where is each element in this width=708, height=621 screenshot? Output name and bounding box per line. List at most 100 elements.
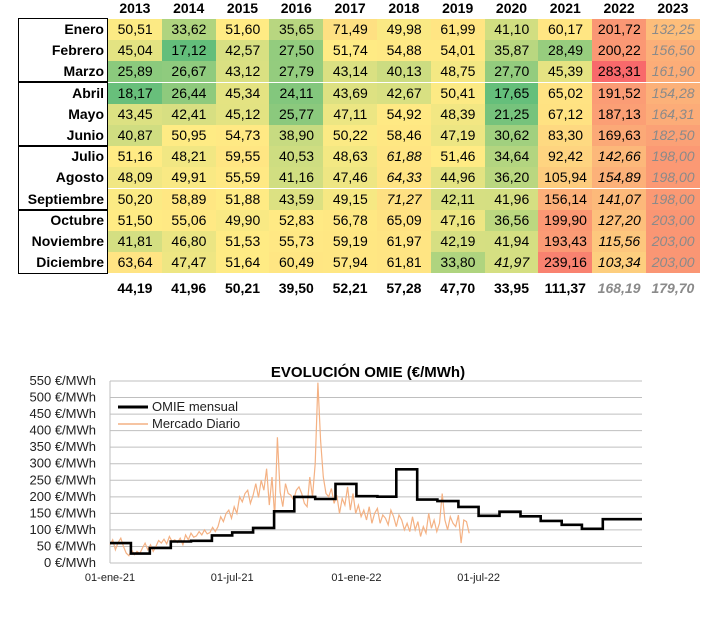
price-cell: 54,92 (377, 103, 432, 125)
price-cell: 17,12 (161, 40, 217, 62)
price-cell: 47,47 (161, 252, 217, 274)
price-cell: 61,81 (377, 252, 432, 274)
price-cell: 49,90 (215, 209, 270, 231)
price-cell: 44,96 (430, 167, 486, 189)
year-header-2015: 2015 (226, 0, 259, 16)
price-cell: 40,53 (269, 146, 324, 168)
price-cell: 61,99 (430, 19, 486, 40)
month-label-agosto: Agosto (55, 169, 104, 186)
y-tick-label: 300 €/MWh (30, 456, 96, 471)
month-label-septiembre: Septiembre (27, 190, 104, 207)
price-cell: 63,64 (108, 252, 163, 274)
annual-average-2014: 41,96 (171, 280, 207, 296)
price-cell: 50,95 (161, 125, 217, 146)
price-cell: 25,89 (108, 61, 163, 83)
price-cell: 40,13 (377, 61, 432, 83)
price-cell: 26,44 (161, 82, 217, 104)
price-cell: 154,89 (592, 167, 647, 189)
price-cell: 57,94 (323, 252, 378, 274)
price-cell: 33,80 (430, 252, 486, 274)
price-cell: 71,49 (323, 19, 378, 40)
price-cell: 51,53 (215, 231, 270, 252)
x-tick-label: 01-jul-21 (211, 572, 254, 584)
quarter-2-box (18, 82, 108, 146)
price-cell: 49,98 (377, 19, 432, 40)
price-cell: 28,49 (538, 40, 593, 62)
price-cell: 51,64 (215, 252, 270, 274)
price-cell: 50,22 (323, 125, 378, 146)
price-cell: 55,73 (269, 231, 324, 252)
price-cell: 25,77 (269, 103, 324, 125)
price-cell: 47,11 (323, 103, 378, 125)
price-cell: 35,65 (269, 19, 324, 40)
price-cell: 239,16 (538, 252, 593, 274)
annual-average-2022: 168,19 (597, 280, 641, 296)
price-cell: 21,25 (484, 103, 539, 125)
annual-average-2016: 39,50 (278, 280, 314, 296)
price-cell: 169,63 (592, 125, 647, 146)
price-cell: 56,78 (323, 209, 378, 231)
omie-mensual-line (110, 468, 642, 555)
price-cell: 71,27 (377, 188, 432, 210)
price-cell: 156,14 (538, 188, 593, 210)
quarter-1-box (18, 18, 108, 82)
price-cell: 51,88 (215, 188, 270, 210)
price-cell: 105,94 (538, 167, 593, 189)
y-tick-label: 550 €/MWh (30, 373, 96, 388)
quarter-4-box (18, 210, 108, 274)
year-header-2020: 2020 (495, 0, 528, 16)
price-cell: 198,00 (646, 167, 701, 189)
price-cell: 47,19 (430, 125, 486, 146)
price-cell: 92,42 (538, 146, 593, 168)
price-cell: 115,56 (592, 231, 647, 252)
annual-average-2017: 52,21 (332, 280, 368, 296)
month-label-julio: Julio (71, 148, 104, 165)
price-cell: 42,11 (430, 188, 486, 210)
price-cell: 61,97 (377, 231, 432, 252)
price-cell: 30,62 (484, 125, 539, 146)
price-cell: 46,80 (161, 231, 217, 252)
y-tick-label: 350 €/MWh (30, 439, 96, 454)
price-cell: 50,51 (108, 19, 163, 40)
annual-average-2021: 111,37 (544, 280, 586, 296)
price-cell: 27,50 (269, 40, 324, 62)
y-tick-label: 500 €/MWh (30, 390, 96, 405)
year-header-2021: 2021 (549, 0, 581, 16)
price-cell: 51,16 (108, 146, 163, 168)
price-cell: 49,15 (323, 188, 378, 210)
price-cell: 65,09 (377, 209, 432, 231)
year-header-2023: 2023 (657, 0, 689, 16)
price-cell: 60,17 (538, 19, 593, 40)
price-cell: 41,10 (484, 19, 539, 40)
price-cell: 40,87 (108, 125, 163, 146)
price-cell: 198,00 (646, 146, 701, 168)
y-tick-label: 100 €/MWh (30, 522, 96, 537)
price-cell: 54,88 (377, 40, 432, 62)
price-cell: 45,12 (215, 103, 270, 125)
price-cell: 132,25 (646, 19, 701, 40)
price-cell: 43,69 (323, 82, 378, 104)
legend-label-mercado-diario: Mercado Diario (152, 416, 240, 431)
price-cell: 51,50 (108, 209, 163, 231)
price-cell: 33,62 (161, 19, 217, 40)
price-cell: 156,50 (646, 40, 701, 62)
price-cell: 59,55 (215, 146, 270, 168)
price-cell: 48,63 (323, 146, 378, 168)
x-tick-label: 01-ene-22 (331, 572, 381, 584)
price-cell: 45,34 (215, 82, 270, 104)
series-mercado-diario (109, 382, 470, 557)
price-cell: 36,56 (484, 209, 539, 231)
price-cell: 61,88 (377, 146, 432, 168)
price-cell: 26,67 (161, 61, 217, 83)
price-cell: 42,19 (430, 231, 486, 252)
price-cell: 47,16 (430, 209, 486, 231)
price-cell: 67,12 (538, 103, 593, 125)
year-header-2013: 2013 (119, 0, 151, 16)
year-header-2022: 2022 (603, 0, 635, 16)
price-cell: 161,90 (646, 61, 701, 83)
price-cell: 55,06 (161, 209, 217, 231)
chart-title: EVOLUCIÓN OMIE (€/MWh) (271, 363, 465, 381)
price-cell: 54,73 (215, 125, 270, 146)
price-cell: 203,00 (646, 231, 701, 252)
price-cell: 141,07 (592, 188, 647, 210)
